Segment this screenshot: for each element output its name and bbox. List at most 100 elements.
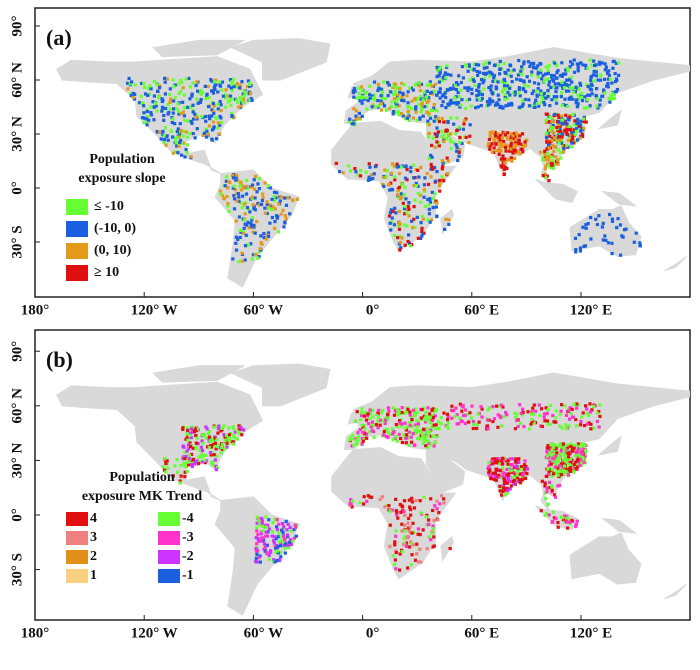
pixel: [163, 76, 167, 80]
x-tick-label: 60° E: [464, 625, 499, 641]
pixel: [375, 412, 379, 417]
pixel: [590, 92, 594, 96]
pixel: [281, 521, 285, 526]
pixel: [509, 469, 513, 473]
pixel: [572, 468, 576, 472]
pixel: [334, 161, 338, 165]
pixel: [393, 540, 397, 544]
pixel: [352, 106, 356, 111]
pixel: [421, 528, 425, 532]
pixel: [445, 412, 450, 416]
pixel: [586, 93, 590, 97]
pixel: [425, 427, 429, 431]
pixel: [146, 86, 150, 90]
pixel: [550, 77, 554, 81]
pixel: [496, 135, 500, 139]
pixel: [601, 238, 605, 242]
pixel: [266, 523, 270, 527]
pixel: [612, 96, 617, 101]
pixel: [586, 66, 590, 71]
pixel: [558, 424, 562, 428]
pixel: [370, 105, 374, 109]
pixel: [219, 116, 223, 120]
pixel: [378, 418, 382, 422]
pixel: [545, 486, 549, 490]
pixel: [188, 441, 192, 445]
pixel: [257, 203, 261, 207]
pixel: [404, 436, 408, 441]
pixel: [603, 91, 607, 95]
pixel: [419, 236, 423, 241]
pixel: [413, 558, 418, 562]
legend-swatch: [158, 550, 180, 564]
pixel: [413, 443, 417, 447]
pixel: [275, 525, 279, 529]
pixel: [482, 76, 487, 81]
pixel: [187, 433, 191, 437]
pixel: [403, 212, 407, 216]
pixel: [490, 473, 494, 477]
pixel: [414, 184, 419, 188]
pixel: [189, 105, 193, 109]
pixel: [429, 443, 433, 447]
pixel: [548, 486, 552, 490]
pixel: [406, 239, 410, 244]
pixel: [254, 546, 258, 551]
pixel: [428, 82, 432, 86]
pixel: [384, 108, 389, 112]
pixel: [518, 94, 522, 98]
pixel: [457, 154, 461, 158]
pixel: [380, 411, 384, 415]
pixel: [395, 407, 400, 412]
pixel: [460, 65, 464, 69]
pixel: [519, 465, 524, 469]
pixel: [460, 409, 464, 413]
pixel: [274, 536, 278, 541]
pixel: [463, 414, 467, 418]
pixel: [610, 219, 615, 223]
pixel: [594, 70, 598, 74]
pixel: [556, 158, 560, 162]
pixel: [172, 85, 176, 89]
pixel: [419, 429, 423, 433]
pixel: [366, 422, 371, 426]
pixel: [266, 234, 271, 239]
pixel: [548, 115, 552, 119]
pixel: [267, 527, 272, 531]
pixel: [420, 407, 424, 412]
pixel: [369, 425, 373, 429]
pixel: [576, 453, 580, 457]
pixel: [497, 152, 501, 156]
pixel: [490, 99, 494, 103]
pixel: [506, 68, 510, 72]
pixel: [559, 462, 563, 466]
pixel: [544, 406, 548, 410]
pixel: [254, 253, 258, 257]
pixel: [532, 403, 536, 407]
pixel: [566, 451, 570, 455]
pixel: [266, 231, 271, 235]
pixel: [516, 479, 520, 484]
pixel: [556, 460, 560, 464]
pixel: [570, 62, 575, 66]
pixel: [596, 106, 600, 110]
pixel: [227, 209, 231, 213]
pixel: [185, 135, 189, 139]
pixel: [205, 445, 210, 449]
pixel: [232, 77, 236, 81]
pixel: [408, 525, 413, 529]
legend-title: exposure MK Trend: [82, 489, 203, 504]
pixel: [186, 443, 191, 447]
pixel: [555, 455, 559, 460]
pixel: [501, 106, 505, 110]
pixel: [427, 123, 431, 127]
pixel: [516, 143, 520, 147]
pixel: [492, 146, 496, 150]
pixel: [264, 530, 268, 534]
pixel: [475, 88, 479, 92]
pixel: [400, 522, 404, 526]
pixel: [523, 84, 527, 88]
pixel: [382, 433, 386, 437]
pixel: [207, 114, 212, 118]
pixel: [586, 84, 590, 89]
